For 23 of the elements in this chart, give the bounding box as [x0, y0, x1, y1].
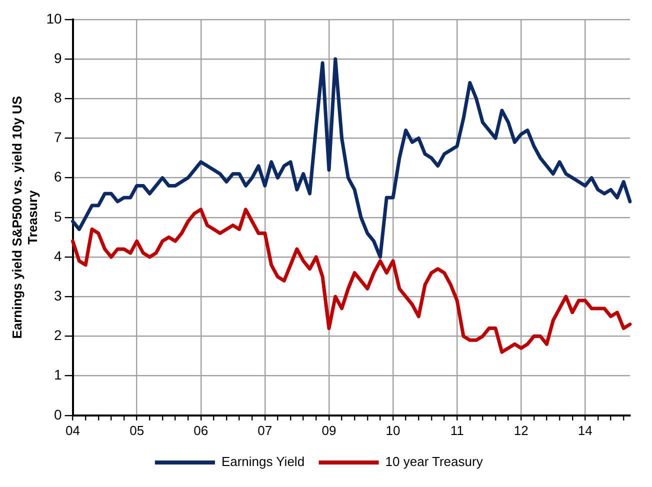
- x-tick-label: 10: [386, 422, 400, 438]
- x-tick-label: 06: [194, 422, 208, 438]
- x-tick-label: 14: [578, 422, 592, 438]
- x-tick-label: 05: [130, 422, 144, 438]
- legend-label: Earnings Yield: [221, 454, 305, 470]
- x-tick-label: 07: [258, 422, 272, 438]
- x-tick-label: 11: [450, 422, 464, 438]
- y-tick-label: 3: [54, 287, 62, 304]
- x-tick-label: 12: [514, 422, 528, 438]
- y-tick-label: 7: [54, 129, 62, 146]
- y-tick-label: 4: [54, 248, 62, 264]
- y-tick-label: 10: [46, 10, 62, 26]
- y-tick-label: 0: [54, 406, 62, 422]
- y-tick-label: 9: [54, 50, 62, 66]
- legend-label: 10 year Treasury: [385, 454, 484, 470]
- x-tick-label: 04: [66, 422, 80, 438]
- y-tick-label: 2: [54, 327, 62, 344]
- y-tick-label: 1: [54, 366, 62, 383]
- y-tick-label: 5: [54, 208, 62, 224]
- y-tick-label: 6: [54, 168, 62, 185]
- y-tick-label: 8: [54, 89, 62, 106]
- x-tick-label: 09: [322, 422, 336, 438]
- y-axis-title: Earnings yield S&P500 vs. yield 10y US Treasury: [9, 96, 40, 339]
